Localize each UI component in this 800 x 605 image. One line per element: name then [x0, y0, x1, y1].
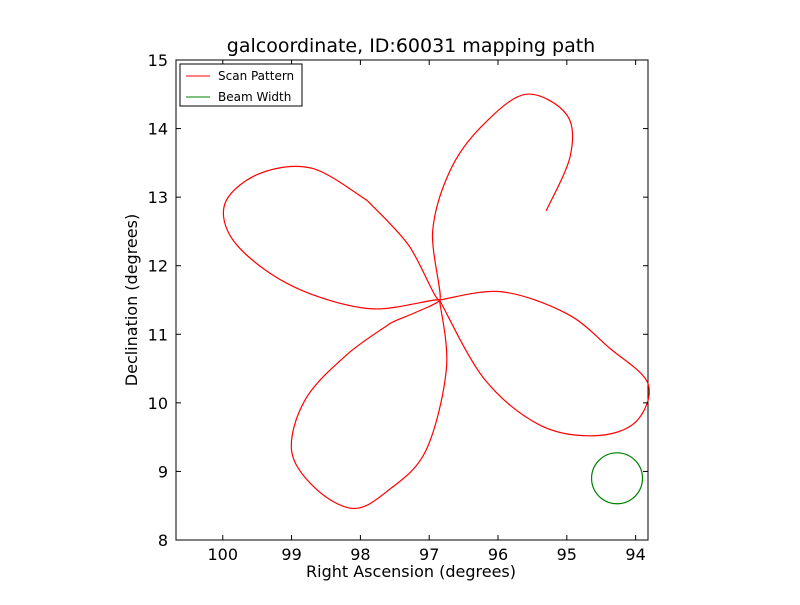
legend-box — [179, 63, 303, 107]
x-tick-label: 94 — [625, 545, 645, 564]
scan-pattern-petal — [222, 165, 441, 324]
series-layer — [222, 93, 650, 510]
y-tick-label: 12 — [148, 257, 168, 276]
scan-pattern-petal — [438, 290, 650, 437]
legend: Scan Pattern Beam Width — [179, 63, 303, 107]
ticks-layer — [176, 59, 648, 541]
y-tick-label: 14 — [148, 120, 168, 139]
scan-pattern-petal — [366, 93, 574, 301]
y-tick-label: 15 — [148, 51, 168, 70]
x-tick-label: 100 — [208, 545, 239, 564]
x-tick-label: 97 — [419, 545, 439, 564]
scan-pattern-petal — [290, 299, 448, 510]
x-axis-label: Right Ascension (degrees) — [306, 562, 516, 581]
x-tick-label: 99 — [281, 545, 301, 564]
y-tick-label: 10 — [148, 394, 168, 413]
legend-label-beam-width: Beam Width — [218, 90, 291, 104]
y-tick-label: 13 — [148, 188, 168, 207]
plot-frame — [175, 59, 649, 541]
x-tick-label: 95 — [557, 545, 577, 564]
y-tick-label: 9 — [158, 462, 168, 481]
x-tick-label: 96 — [488, 545, 508, 564]
tick-label-layer: 100 99 98 97 96 95 94 8 9 10 11 12 13 14 15 — [148, 51, 646, 564]
chart-title: galcoordinate, ID:60031 mapping path — [227, 35, 595, 57]
x-tick-label: 98 — [350, 545, 370, 564]
legend-label-scan-pattern: Scan Pattern — [218, 69, 294, 83]
y-tick-label: 8 — [158, 531, 168, 550]
y-axis-label: Declination (degrees) — [122, 214, 141, 386]
beam-width-circle — [590, 452, 644, 505]
y-tick-label: 11 — [148, 325, 168, 344]
plot-area — [175, 59, 650, 541]
